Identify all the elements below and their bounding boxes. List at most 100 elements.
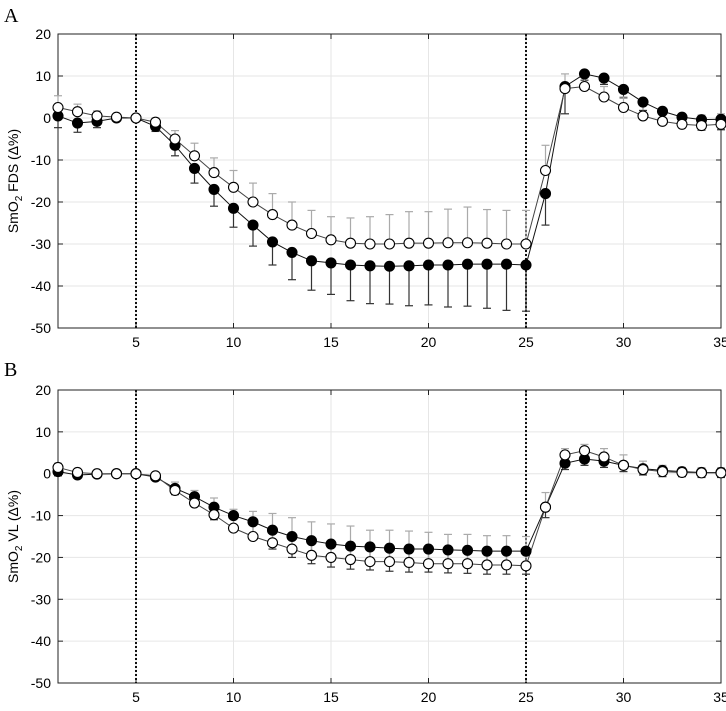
y-tick-label: 10 xyxy=(35,424,51,440)
y-tick-label: -50 xyxy=(31,320,51,336)
x-tick-label: 5 xyxy=(132,334,140,350)
y-tick-label: -30 xyxy=(31,236,51,252)
x-tick-label: 10 xyxy=(226,334,242,350)
panel-a: A 5 10 15 20 25 30 35 20 10 0 -10 -20 -30 -40 -50 SmO2 F… xyxy=(4,5,726,350)
data-point-open xyxy=(637,110,649,122)
y-tick-label: -20 xyxy=(31,194,51,210)
data-point-filled xyxy=(422,543,435,555)
data-point-open xyxy=(130,468,142,480)
data-point-open xyxy=(71,466,84,479)
data-point-open xyxy=(520,238,532,250)
x-tick-label: 10 xyxy=(226,689,242,705)
data-point-open xyxy=(715,118,726,130)
data-point-open xyxy=(91,468,103,480)
data-point-open xyxy=(422,558,435,570)
data-point-open xyxy=(578,80,591,93)
data-point-filled xyxy=(403,543,415,555)
data-point-open xyxy=(305,227,318,240)
data-point-filled xyxy=(364,541,376,553)
data-point-filled xyxy=(442,544,454,556)
y-tick-label: 20 xyxy=(35,382,51,398)
data-point-filled xyxy=(520,259,532,271)
x-tick-label: 25 xyxy=(518,689,534,705)
data-point-open xyxy=(364,238,376,250)
y-tick-label: -20 xyxy=(31,549,51,565)
data-point-filled xyxy=(481,545,493,557)
data-point-filled xyxy=(266,236,279,248)
data-point-open xyxy=(169,133,181,145)
data-point-open xyxy=(227,181,240,193)
data-point-filled xyxy=(500,258,513,270)
plot-frame xyxy=(57,389,722,684)
data-point-open xyxy=(110,111,123,123)
y-tick-label: -30 xyxy=(31,591,51,607)
data-point-open xyxy=(227,522,240,534)
data-point-open xyxy=(715,467,726,479)
x-tick-label: 30 xyxy=(616,689,632,705)
data-point-filled xyxy=(286,246,298,258)
x-tick-label: 20 xyxy=(421,334,437,350)
data-point-filled xyxy=(578,68,591,80)
data-point-open xyxy=(305,549,318,561)
y-tick-label: -40 xyxy=(31,633,51,649)
y-tick-label: -40 xyxy=(31,278,51,294)
data-point-filled xyxy=(305,255,318,267)
data-point-filled xyxy=(520,545,532,557)
data-point-open xyxy=(422,237,435,249)
data-point-filled xyxy=(305,535,318,547)
data-point-filled xyxy=(286,530,298,543)
data-point-open xyxy=(656,466,669,478)
data-point-open xyxy=(110,468,123,480)
data-point-open xyxy=(520,560,532,572)
data-point-open xyxy=(52,101,64,114)
x-tick-label: 5 xyxy=(132,689,140,705)
data-point-filled xyxy=(325,257,337,269)
data-point-open xyxy=(481,559,493,571)
y-tick-label: 10 xyxy=(35,68,51,84)
data-point-filled xyxy=(656,105,669,117)
data-point-open xyxy=(442,558,454,570)
data-point-open xyxy=(500,238,513,250)
data-point-open xyxy=(598,91,610,103)
data-point-filled xyxy=(325,538,337,550)
data-point-filled xyxy=(442,259,454,271)
data-point-open xyxy=(559,449,571,461)
data-point-filled xyxy=(247,219,259,231)
y-tick-label: 0 xyxy=(43,110,51,126)
data-point-open xyxy=(539,501,552,513)
data-point-open xyxy=(461,558,474,570)
data-point-open xyxy=(539,164,552,177)
data-point-filled xyxy=(71,117,84,129)
data-point-open xyxy=(149,470,162,482)
data-point-filled xyxy=(227,510,240,522)
x-tick-label: 15 xyxy=(323,689,339,705)
x-tick-label: 15 xyxy=(323,334,339,350)
data-point-open xyxy=(559,83,571,95)
data-point-open xyxy=(325,234,337,246)
data-point-open xyxy=(481,237,493,249)
data-point-open xyxy=(208,509,220,521)
data-point-open xyxy=(598,451,610,463)
data-point-open xyxy=(656,115,669,127)
data-point-open xyxy=(188,497,201,509)
data-point-open xyxy=(578,445,591,457)
data-point-filled xyxy=(344,540,357,552)
data-point-open xyxy=(169,484,181,497)
data-point-open xyxy=(676,118,688,130)
data-point-open xyxy=(403,237,415,249)
y-tick-label: 20 xyxy=(35,26,51,42)
y-tick-label: -10 xyxy=(31,152,51,168)
data-point-open xyxy=(500,559,513,571)
x-tick-label: 25 xyxy=(518,334,534,350)
panel-letter: A xyxy=(4,5,19,27)
data-point-filled xyxy=(247,516,259,528)
data-point-filled xyxy=(461,544,474,556)
data-point-filled xyxy=(364,260,376,272)
data-point-filled xyxy=(481,258,493,270)
data-point-open xyxy=(617,459,630,471)
data-point-filled xyxy=(266,524,279,536)
data-point-open xyxy=(266,537,279,549)
data-point-filled xyxy=(637,96,649,108)
data-point-open xyxy=(364,556,376,568)
data-point-open xyxy=(637,463,649,476)
